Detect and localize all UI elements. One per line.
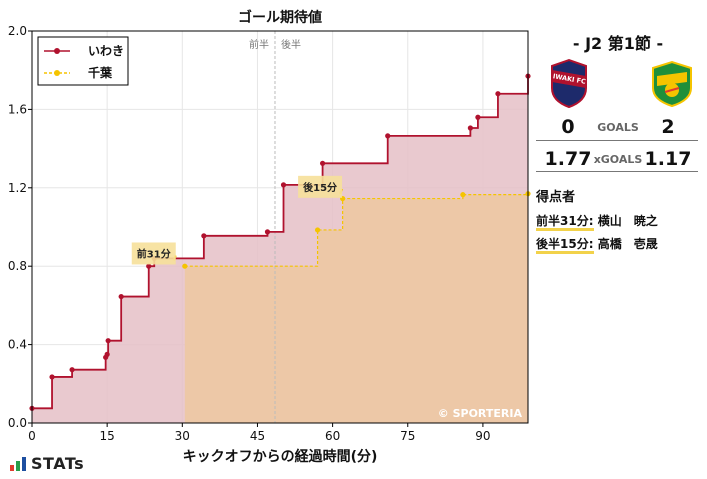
scorer-2: 後半15分: 高橋 壱晟 — [536, 235, 658, 254]
legend-marker-1 — [54, 70, 60, 76]
x-tick-label-4: 60 — [325, 429, 340, 443]
goal-callout-bg-1 — [298, 175, 343, 198]
x-tick-label-1: 15 — [100, 429, 115, 443]
xg-label: xGOALS — [593, 153, 643, 166]
stats-logo-text: STATs — [31, 454, 85, 473]
divider-xg — [536, 171, 698, 172]
series-0-point-6 — [118, 293, 124, 300]
scorer-1: 前半31分: 横山 暁之 — [536, 212, 658, 231]
plot-frame — [31, 30, 529, 424]
watermark: © SPORTERIA — [438, 407, 523, 420]
series-fill-1 — [184, 193, 528, 423]
first-half-label: 前半 — [249, 38, 269, 51]
y-tick-label-0: 0.0 — [8, 416, 27, 430]
series-0-point-9 — [201, 233, 207, 239]
away-xg: 1.17 — [644, 148, 692, 170]
legend-marker-0 — [54, 48, 60, 54]
legend-label-1: 千葉 — [88, 65, 113, 80]
series-0-point-16 — [495, 91, 501, 97]
home-goals: 0 — [561, 116, 575, 138]
scorer-2-time: 後半15分: — [536, 237, 594, 254]
x-axis-label: キックオフからの経過時間(分) — [183, 448, 378, 465]
x-tick-label-2: 30 — [175, 429, 190, 443]
series-0-point-1 — [49, 374, 55, 380]
away-goals: 2 — [661, 116, 675, 138]
second-half-label: 後半 — [281, 38, 301, 51]
series-0-point-13 — [385, 133, 391, 139]
x-tick-label-6: 90 — [475, 429, 490, 443]
series-1-point-0 — [182, 263, 188, 269]
stats-logo-icon — [10, 457, 26, 471]
series-1-point-3 — [460, 192, 466, 198]
goals-label: GOALS — [597, 121, 639, 134]
stats-logo: STATs — [9, 454, 84, 476]
series-0-point-14 — [467, 125, 473, 131]
y-tick-label-2: 0.8 — [8, 259, 27, 273]
match-title: - J2 第1節 - — [572, 34, 664, 53]
legend-label-0: いわき — [88, 44, 124, 58]
scorer-1-name: 横山 暁之 — [597, 214, 658, 228]
goal-callout-label-1: 後15分 — [303, 181, 337, 194]
chiba-badge — [649, 58, 695, 108]
series-0-point-5 — [105, 338, 111, 344]
goals-row: 0 GOALS 2 — [534, 116, 702, 140]
home-xg: 1.77 — [544, 148, 592, 170]
y-tick-label-4: 1.6 — [8, 102, 27, 116]
chart-title: ゴール期待値 — [238, 9, 322, 26]
scorer-2-name: 高橋 壱晟 — [597, 237, 658, 251]
legend-box — [37, 36, 129, 86]
scorer-1-time: 前半31分: — [536, 214, 594, 231]
y-tick-label-3: 1.2 — [8, 181, 27, 195]
y-tick-label-5: 2.0 — [8, 24, 27, 38]
scorers-title: 得点者 — [536, 190, 576, 205]
series-0-point-15 — [475, 114, 481, 120]
series-0-point-2 — [69, 367, 75, 373]
divider-goals — [536, 140, 698, 141]
series-0-point-7 — [146, 263, 152, 269]
series-0-point-4 — [104, 351, 110, 357]
x-tick-label-0: 0 — [28, 429, 36, 443]
series-1-point-1 — [314, 227, 321, 233]
goal-callout-bg-0 — [131, 242, 176, 265]
goal-callout-label-0: 前31分 — [137, 247, 171, 260]
series-0-point-12 — [319, 160, 326, 166]
series-0-point-11 — [280, 182, 287, 188]
x-tick-label-3: 45 — [250, 429, 265, 443]
series-0-point-10 — [264, 229, 271, 235]
xg-row: 1.77 xGOALS 1.17 — [534, 148, 702, 172]
y-tick-label-1: 0.4 — [8, 338, 27, 352]
iwaki-badge: IWAKI FC — [546, 58, 592, 109]
x-tick-label-5: 75 — [400, 429, 415, 443]
